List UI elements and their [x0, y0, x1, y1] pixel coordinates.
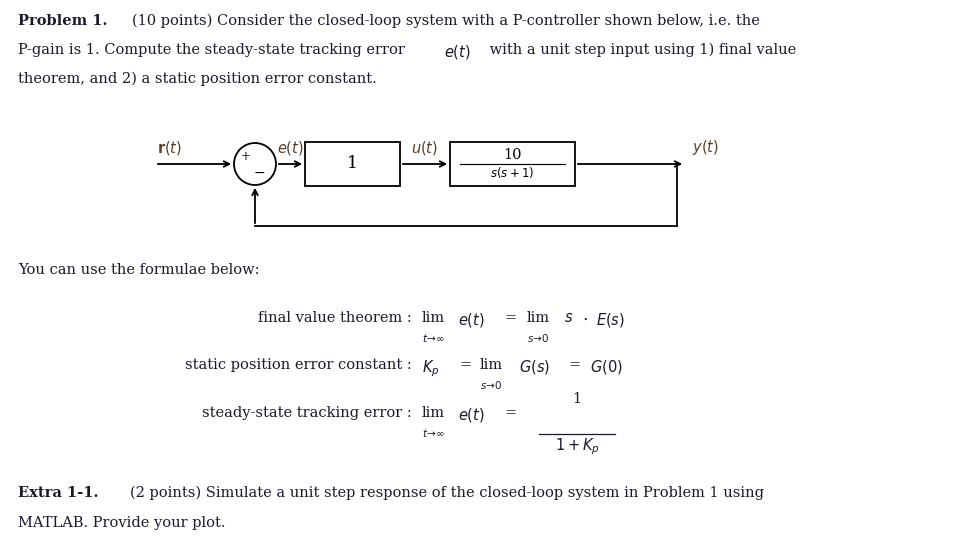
Text: $G(0)$: $G(0)$ [590, 358, 622, 376]
Text: $\bf{r}$$(t)$: $\bf{r}$$(t)$ [157, 139, 182, 157]
Text: You can use the formulae below:: You can use the formulae below: [18, 263, 260, 277]
Text: $s$: $s$ [564, 311, 573, 325]
Text: 1: 1 [572, 392, 582, 406]
Text: Extra 1-1.: Extra 1-1. [18, 486, 98, 500]
Text: lim: lim [422, 406, 445, 420]
Text: steady-state tracking error :: steady-state tracking error : [203, 406, 412, 420]
Text: $s\!\to\!0$: $s\!\to\!0$ [480, 379, 503, 391]
Text: $t\!\to\!\infty$: $t\!\to\!\infty$ [422, 332, 445, 344]
Text: theorem, and 2) a static position error constant.: theorem, and 2) a static position error … [18, 72, 376, 87]
Text: =: = [504, 311, 516, 325]
Text: 10: 10 [504, 148, 522, 162]
Text: 1: 1 [347, 155, 358, 172]
Text: $e(t)$: $e(t)$ [277, 139, 304, 157]
Text: $s(s+1)$: $s(s+1)$ [490, 165, 535, 180]
Text: $G(s)$: $G(s)$ [519, 358, 550, 376]
Text: $s\!\to\!0$: $s\!\to\!0$ [527, 332, 550, 344]
Text: lim: lim [527, 311, 550, 325]
Text: $u(t)$: $u(t)$ [411, 139, 438, 157]
Text: =: = [460, 358, 472, 372]
Text: MATLAB. Provide your plot.: MATLAB. Provide your plot. [18, 516, 226, 530]
Text: static position error constant :: static position error constant : [185, 358, 412, 372]
Text: lim: lim [422, 311, 445, 325]
Text: =: = [569, 358, 581, 372]
Text: $\cdot$: $\cdot$ [582, 311, 588, 328]
Text: Problem 1.: Problem 1. [18, 14, 107, 28]
Text: $K_p$: $K_p$ [422, 358, 440, 379]
Text: P-gain is 1. Compute the steady-state tracking error: P-gain is 1. Compute the steady-state tr… [18, 43, 409, 57]
Bar [450, 142, 575, 186]
Text: −: − [253, 166, 264, 180]
Text: lim: lim [480, 358, 503, 372]
Text: $1+K_p$: $1+K_p$ [555, 436, 599, 457]
Text: final value theorem :: final value theorem : [259, 311, 412, 325]
Text: $e(t)$: $e(t)$ [444, 43, 471, 61]
Text: (10 points) Consider the closed-loop system with a P-controller shown below, i.e: (10 points) Consider the closed-loop sys… [132, 14, 759, 29]
Text: $y(t)$: $y(t)$ [692, 138, 719, 157]
Text: $E(s)$: $E(s)$ [596, 311, 625, 329]
Text: $e(t)$: $e(t)$ [458, 311, 484, 329]
Bar [305, 142, 400, 186]
Text: $t\!\to\!\infty$: $t\!\to\!\infty$ [422, 427, 445, 439]
Text: +: + [241, 150, 251, 164]
Text: (2 points) Simulate a unit step response of the closed-loop system in Problem 1 : (2 points) Simulate a unit step response… [130, 486, 764, 500]
Text: $e(t)$: $e(t)$ [458, 406, 484, 424]
Text: with a unit step input using 1) final value: with a unit step input using 1) final va… [485, 43, 796, 57]
Text: =: = [504, 406, 516, 420]
